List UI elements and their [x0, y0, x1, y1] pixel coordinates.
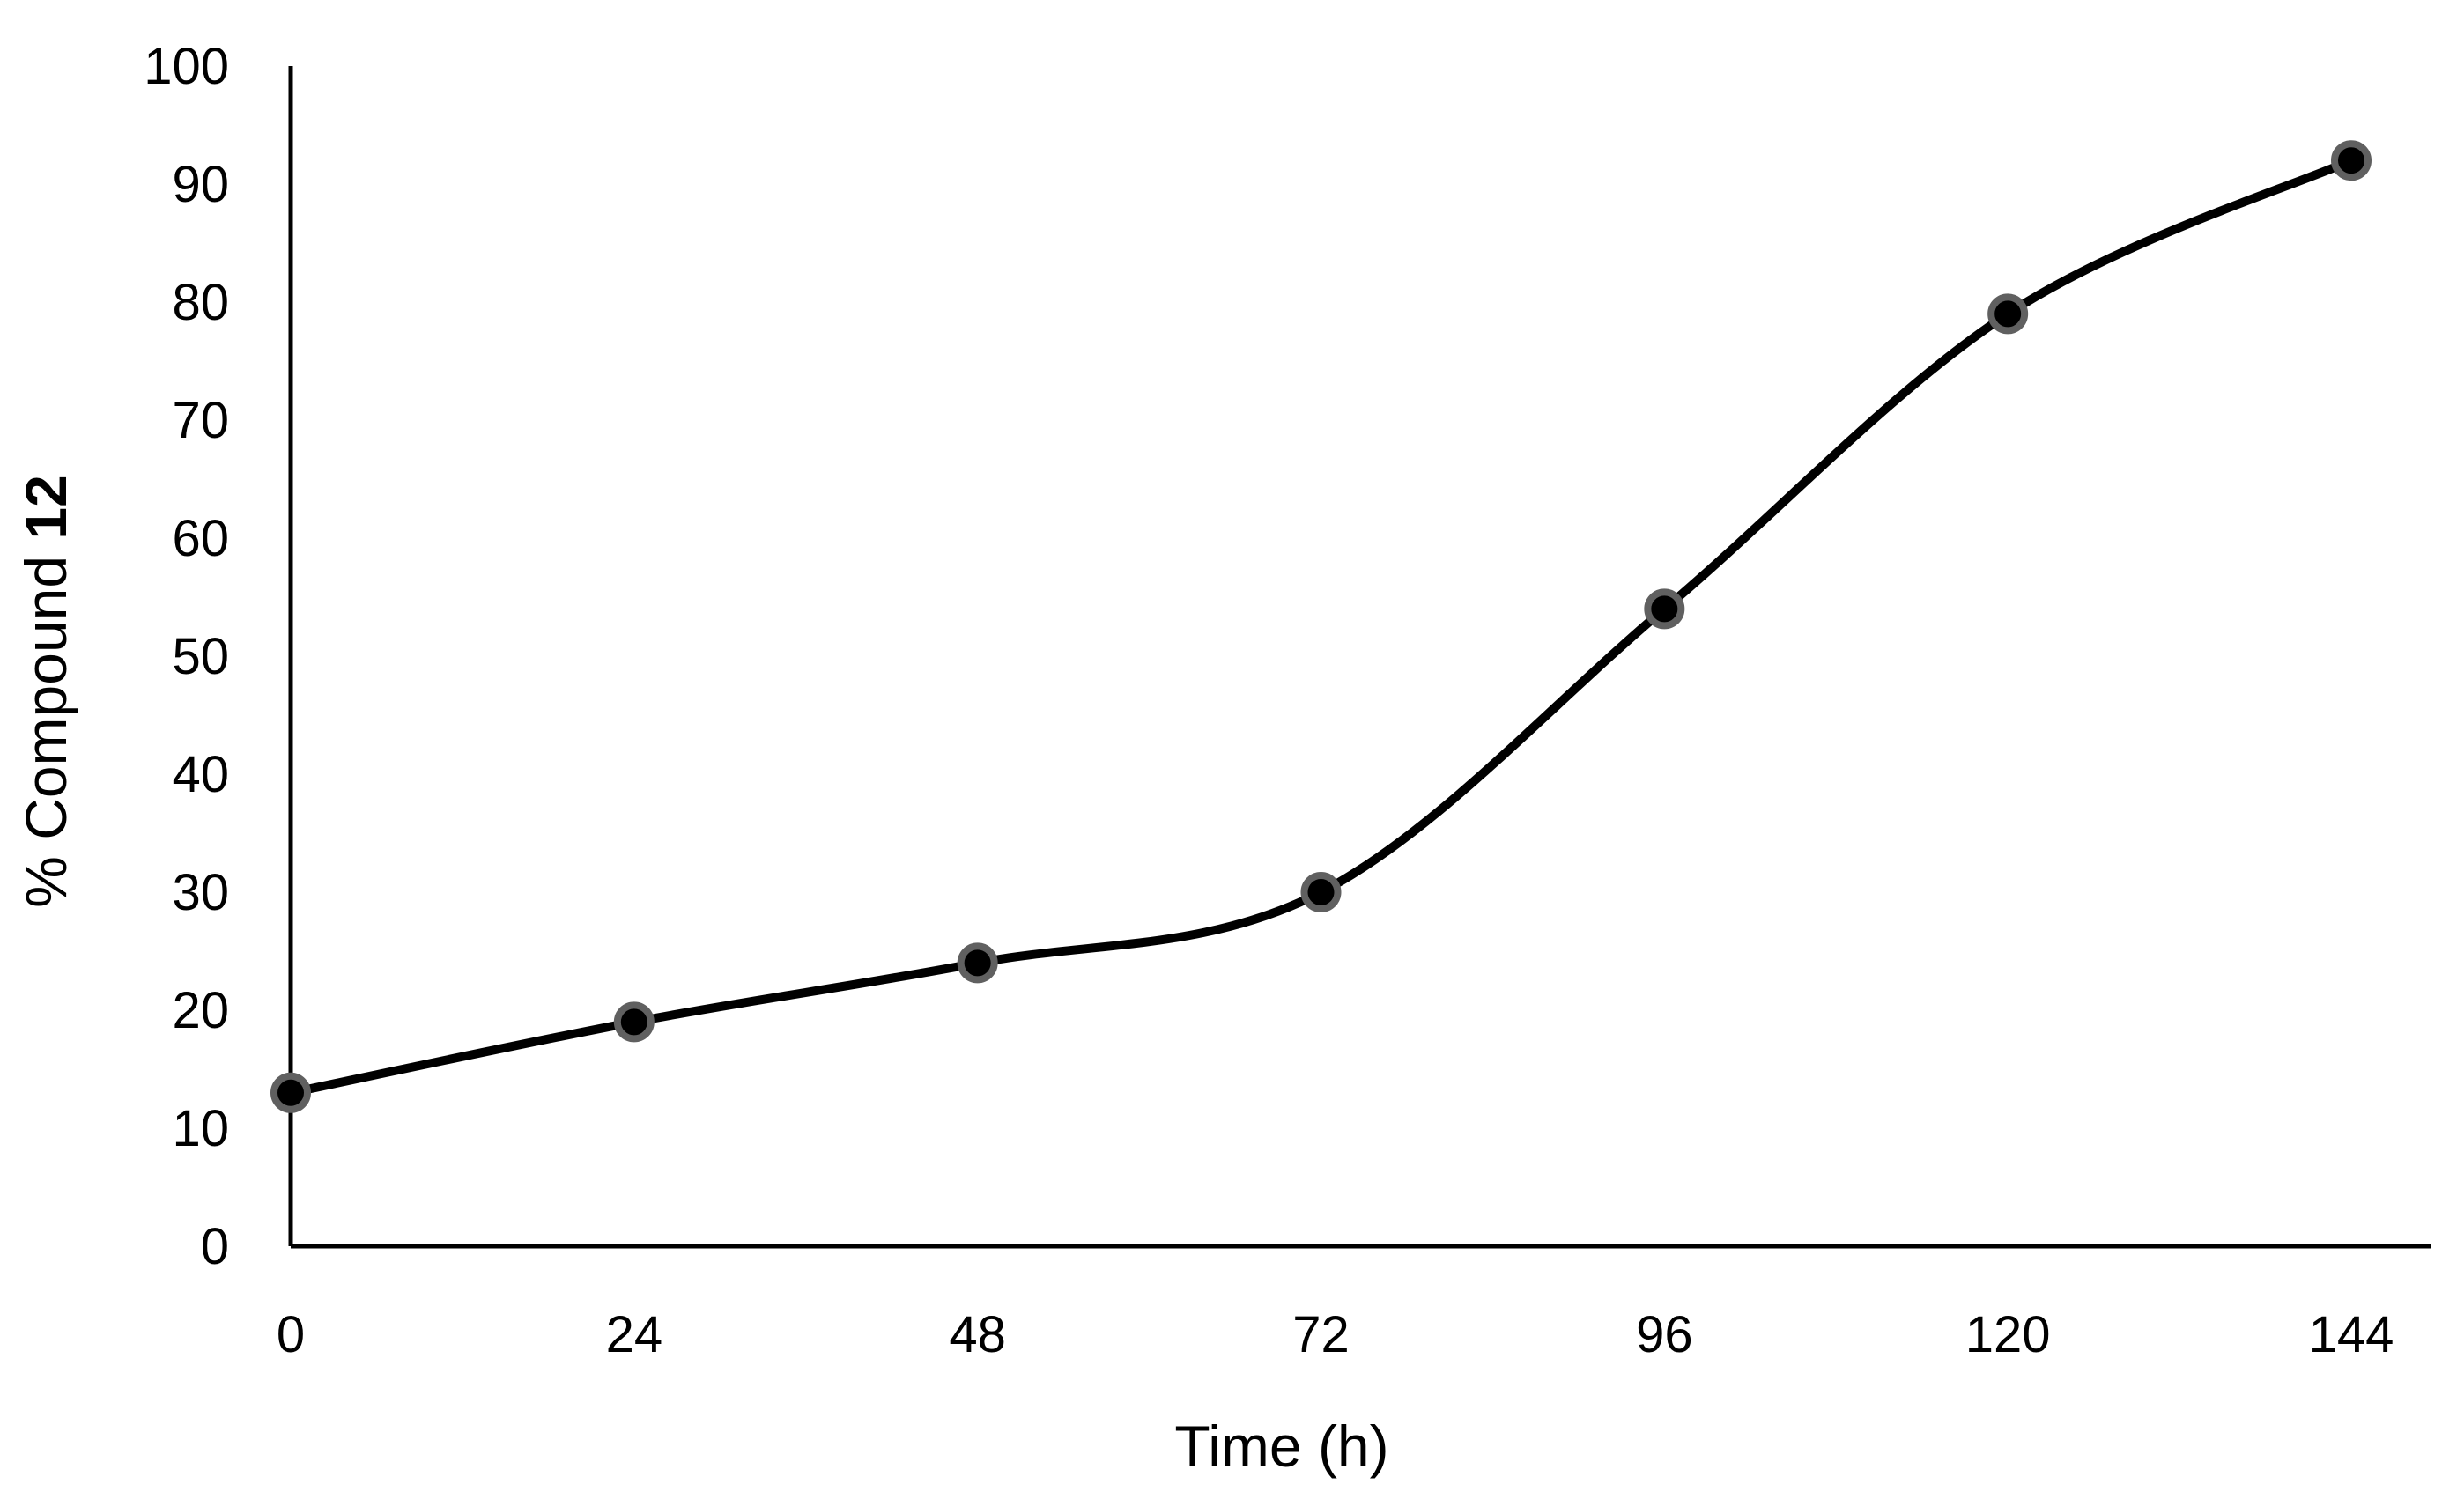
x-tick-label: 144 [2309, 1306, 2394, 1363]
y-tick-label: 40 [172, 746, 229, 803]
y-tick-label: 90 [172, 156, 229, 213]
data-point-marker [270, 1072, 311, 1113]
data-point-marker [957, 942, 998, 984]
y-tick-label: 50 [172, 628, 229, 685]
y-tick-label: 80 [172, 274, 229, 331]
y-axis-title: % Compound 12 [13, 475, 78, 908]
series-line [286, 156, 2356, 1097]
y-tick-label: 20 [172, 982, 229, 1039]
data-point-marker [1644, 588, 1685, 630]
y-tick-label: 10 [172, 1100, 229, 1157]
y-axis-title-compound-number: 12 [13, 475, 78, 539]
x-tick-label: 96 [1636, 1306, 1693, 1363]
y-tick-label: 30 [172, 864, 229, 921]
y-tick-label: 60 [172, 510, 229, 567]
x-tick-label: 0 [277, 1306, 305, 1363]
data-point-marker [613, 1001, 655, 1043]
y-tick-label: 70 [172, 392, 229, 449]
x-tick-label: 48 [949, 1306, 1006, 1363]
y-axis-title-prefix: % Compound [13, 540, 78, 908]
x-axis-title: Time (h) [1174, 1414, 1388, 1479]
y-tick-label: 100 [144, 38, 229, 95]
x-tick-label: 24 [606, 1306, 663, 1363]
y-tick-labels: 0 10 20 30 40 50 60 70 80 90 100 [144, 38, 229, 1275]
x-tick-label: 72 [1292, 1306, 1350, 1363]
data-point-marker [1987, 293, 2029, 335]
series-layer [270, 140, 2372, 1113]
x-tick-labels: 0 24 48 72 96 120 144 [277, 1306, 2394, 1363]
data-point-marker [2331, 140, 2372, 181]
axes [288, 66, 2431, 1249]
data-point-marker [1300, 872, 1342, 912]
x-tick-label: 120 [1965, 1306, 2051, 1363]
y-tick-label: 0 [201, 1218, 229, 1275]
